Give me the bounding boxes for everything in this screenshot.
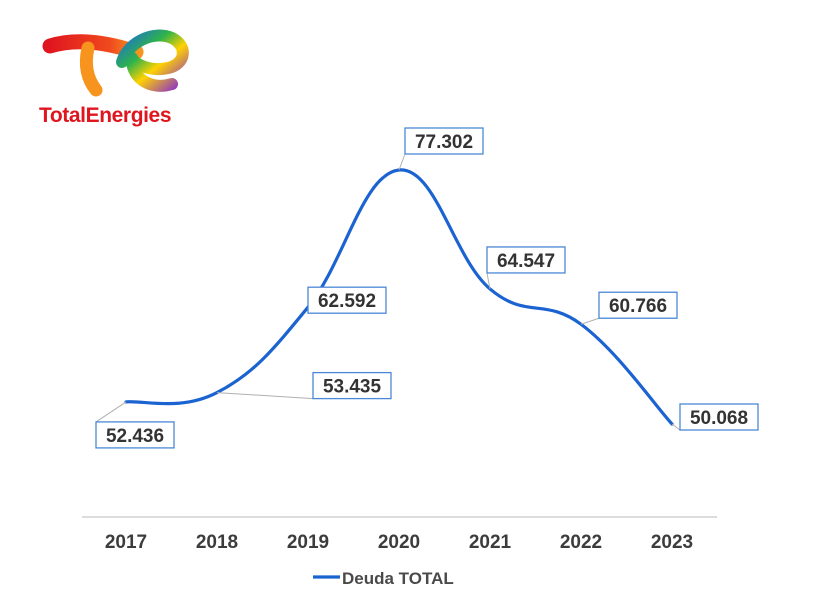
data-label-2017: 52.436 [106,426,164,447]
data-label-leader [95,401,127,423]
x-tick-label-2019: 2019 [287,532,329,553]
data-label-box [404,127,484,155]
legend-label: Deuda TOTAL [342,569,454,588]
legend: Deuda TOTAL [313,569,454,588]
x-tick-label-2020: 2020 [378,532,420,553]
data-label-2021: 64.547 [497,251,555,272]
data-label-leader [580,317,600,325]
data-label-2020: 77.302 [415,132,473,153]
x-tick-label-2023: 2023 [651,532,693,553]
x-tick-label-2017: 2017 [105,532,147,553]
data-label-leader [486,272,491,290]
data-label-leader [216,392,314,400]
data-label-leader [398,153,406,171]
data-label-2022: 60.766 [609,296,667,317]
data-label-2023: 50.068 [690,408,748,429]
series-line-deuda-total [124,168,674,426]
x-tick-label-2018: 2018 [196,532,238,553]
data-label-box [486,246,566,274]
data-label-2018: 53.435 [323,377,382,398]
data-label-box [679,403,759,431]
x-tick-label-2022: 2022 [560,532,602,553]
totalenergies-logo-icon [42,29,189,97]
data-label-box [598,291,678,319]
data-label-2019: 62.592 [318,291,376,312]
data-label-box [307,286,387,314]
x-tick-label-2021: 2021 [469,532,512,553]
data-label-box [312,371,392,400]
data-label-leader [671,423,681,431]
brand-name: TotalEnergies [39,104,172,127]
data-label-box [95,421,175,449]
